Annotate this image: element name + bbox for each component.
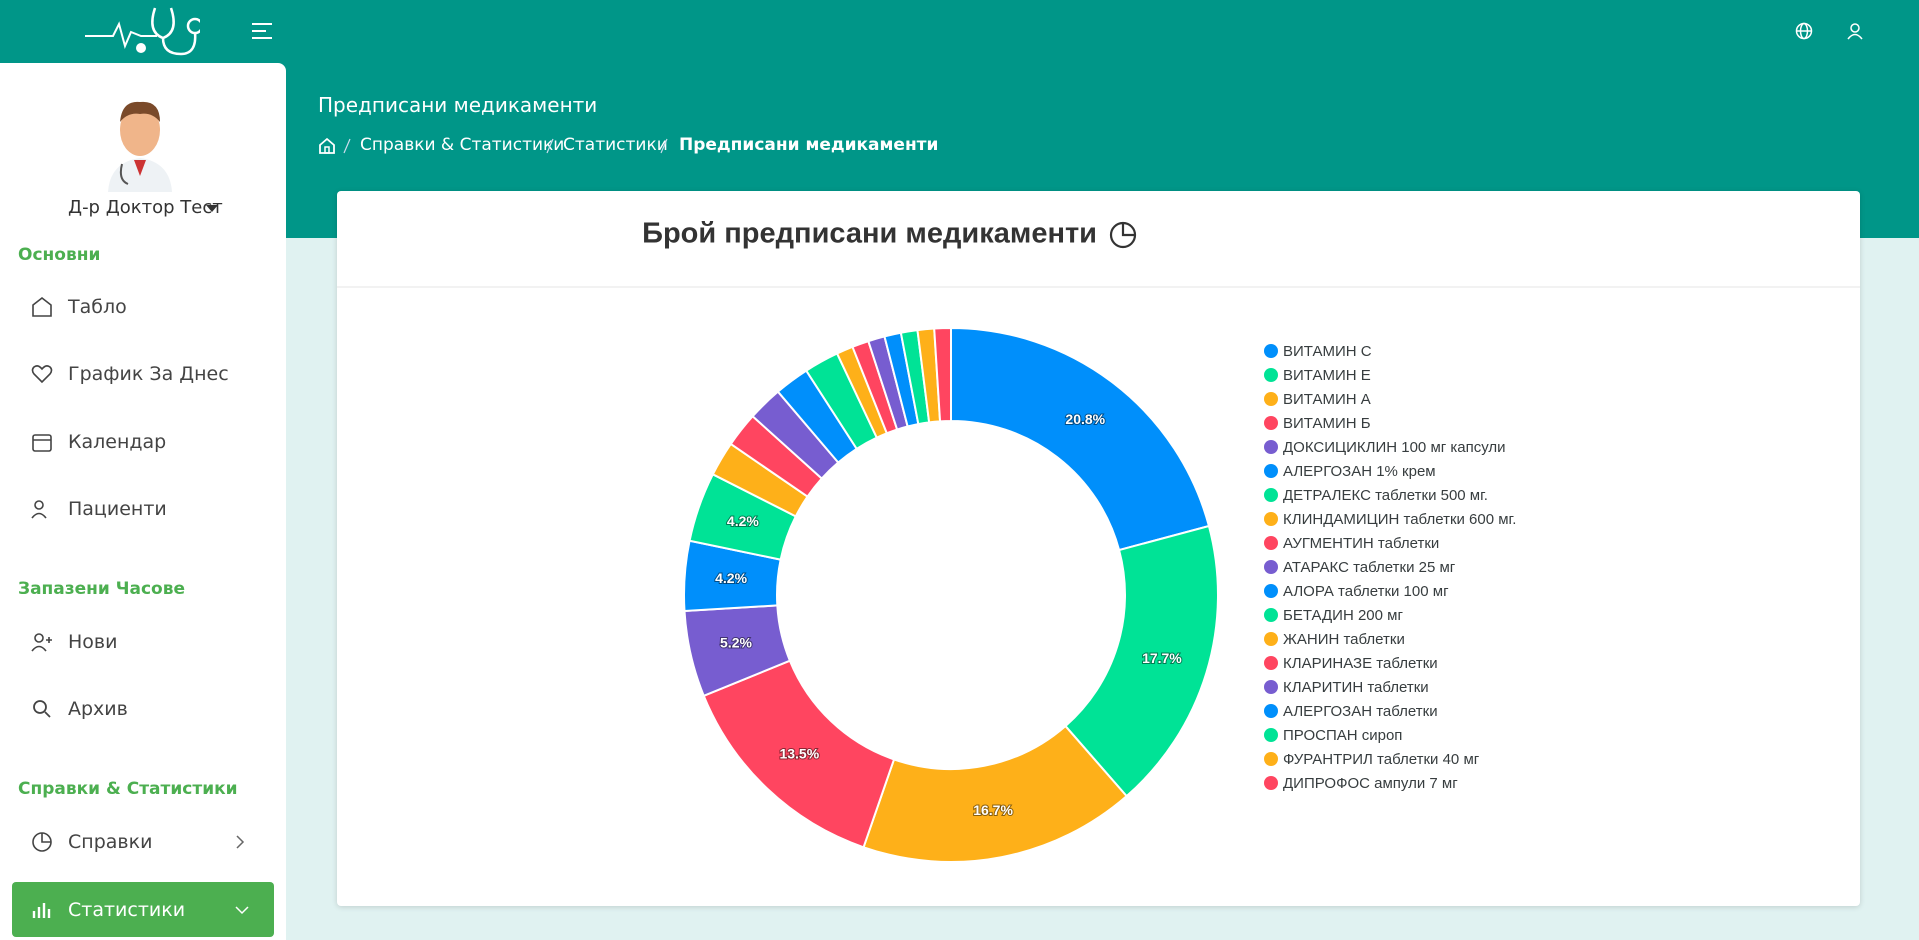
legend-label: ЖАНИН таблетки — [1283, 631, 1405, 648]
legend-label: КЛАРИТИН таблетки — [1283, 679, 1429, 696]
legend-label: КЛИНДАМИЦИН таблетки 600 мг. — [1283, 511, 1516, 528]
legend-marker — [1264, 752, 1278, 766]
legend-marker — [1264, 536, 1278, 550]
language-button[interactable] — [1795, 22, 1813, 40]
chevron — [235, 906, 249, 915]
user-name[interactable]: Д-р Доктор Тест — [68, 197, 223, 218]
icon-home — [32, 296, 52, 317]
icon-heart — [31, 365, 53, 384]
dropdown-caret[interactable] — [206, 205, 218, 213]
data-label: 5.2% — [720, 635, 752, 651]
sidebar — [0, 63, 286, 940]
separator — [343, 138, 351, 154]
chart: Брой предписани медикаменти 20.8% 17.7% 16… — [337, 218, 1860, 863]
icon-search — [33, 700, 51, 718]
legend-marker — [1264, 608, 1278, 622]
data-label: 20.8% — [1065, 411, 1105, 427]
legend-marker — [1264, 656, 1278, 670]
chevron — [236, 835, 245, 849]
breadcrumb-link[interactable]: Справки & Статистики — [360, 135, 565, 155]
legend-marker — [1264, 512, 1278, 526]
breadcrumb-current: Предписани медикаменти — [679, 135, 939, 155]
nav-item[interactable]: Календар — [68, 431, 167, 453]
nav-item[interactable]: Справки — [68, 831, 153, 853]
nav-item[interactable]: График За Днес — [68, 363, 229, 385]
legend-label: АЛЕРГОЗАН таблетки — [1283, 703, 1438, 720]
separator — [660, 138, 668, 154]
section-title: Основни — [18, 245, 101, 265]
card: Брой предписани медикаменти 20.8% 17.7% 16… — [337, 191, 1860, 906]
avatar — [108, 101, 172, 192]
nav-item[interactable]: Статистики — [68, 899, 186, 921]
legend-label: ФУРАНТРИЛ таблетки 40 мг — [1283, 751, 1480, 768]
section-title: Запазени Часове — [18, 579, 186, 599]
legend-marker — [1264, 440, 1278, 454]
breadcrumb-home[interactable] — [318, 137, 336, 155]
page-title: Предписани медикаменти — [318, 93, 598, 117]
legend-label: ВИТАМИН C — [1283, 343, 1372, 360]
icon-bars — [32, 903, 51, 918]
slice — [933, 326, 952, 423]
legend-label: ПРОСПАН сироп — [1283, 727, 1402, 744]
data-label: 4.2% — [727, 513, 759, 529]
data-label: 17.7% — [1142, 650, 1182, 666]
legend-marker — [1264, 344, 1278, 358]
legend-marker — [1264, 632, 1278, 646]
nav-item[interactable]: Архив — [68, 698, 128, 720]
icon-user-plus — [31, 633, 52, 652]
legend-label: ДОКСИЦИКЛИН 100 мг капсули — [1283, 439, 1506, 456]
legend-marker — [1264, 368, 1278, 382]
legend-marker — [1264, 488, 1278, 502]
data-label: 13.5% — [779, 746, 819, 762]
legend-marker — [1264, 464, 1278, 478]
chart-title: Брой предписани медикаменти — [642, 218, 1097, 250]
legend-label: ДИПРОФОС ампули 7 мг — [1283, 775, 1458, 792]
nav-item-active-bg[interactable] — [12, 882, 274, 937]
nav-item[interactable]: Нови — [68, 631, 118, 653]
icon-calendar — [32, 434, 52, 452]
legend-label: ВИТАМИН А — [1283, 391, 1371, 408]
legend-marker — [1264, 560, 1278, 574]
icon-pie — [32, 832, 52, 852]
icon-users — [31, 500, 47, 519]
separator-wrap — [659, 138, 669, 158]
legend-marker — [1264, 776, 1278, 790]
legend-marker — [1264, 728, 1278, 742]
nav-item[interactable]: Пациенти — [68, 498, 167, 520]
legend-label: АТАРАКС таблетки 25 мг — [1283, 559, 1456, 576]
slice — [950, 326, 1211, 552]
legend-marker — [1264, 416, 1278, 430]
breadcrumb-link[interactable]: Статистики — [563, 135, 668, 155]
legend-label: КЛАРИНАЗЕ таблетки — [1283, 655, 1438, 672]
legend-label: АЛОРА таблетки 100 мг — [1283, 583, 1449, 600]
legend-marker — [1264, 704, 1278, 718]
title-icon — [1109, 221, 1137, 249]
section-title: Справки & Статистики — [18, 779, 238, 799]
data-label: 16.7% — [973, 802, 1013, 818]
legend-marker — [1264, 392, 1278, 406]
separator — [546, 138, 554, 154]
data-label: 4.2% — [715, 570, 747, 586]
legend-label: ВИТАМИН Б — [1283, 415, 1371, 432]
user-button[interactable] — [1846, 22, 1864, 40]
legend-marker — [1264, 680, 1278, 694]
legend-label: АУГМЕНТИН таблетки — [1283, 535, 1439, 552]
legend-marker — [1264, 584, 1278, 598]
legend-label: АЛЕРГОЗАН 1% крем — [1283, 463, 1436, 480]
legend-label: БЕТАДИН 200 мг — [1283, 607, 1403, 624]
legend-label: ВИТАМИН Е — [1283, 367, 1371, 384]
legend-label: ДЕТРАЛЕКС таблетки 500 мг. — [1283, 487, 1488, 504]
logo[interactable] — [85, 2, 200, 58]
menu-toggle[interactable] — [252, 22, 274, 40]
nav-item[interactable]: Табло — [68, 296, 127, 318]
